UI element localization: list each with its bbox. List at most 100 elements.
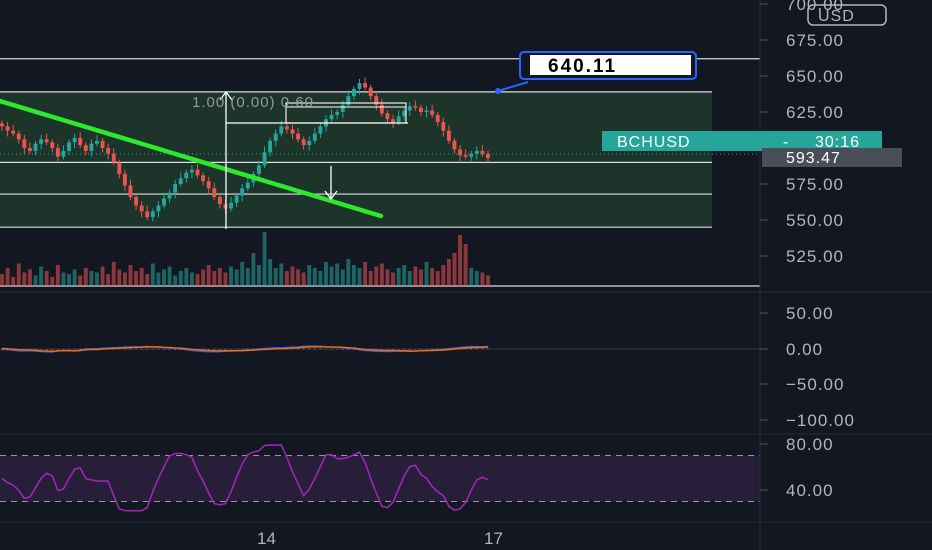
symbol-tag-background	[602, 131, 882, 151]
macd-hist-77	[431, 348, 433, 350]
volume-bar-83	[463, 244, 468, 286]
volume-bar-71	[396, 268, 401, 286]
volume-bar-31	[173, 275, 178, 286]
macd-hist-44	[247, 348, 249, 350]
volume-bar-29	[162, 269, 166, 286]
volume-bar-52	[290, 266, 295, 286]
candle-body-79	[441, 122, 446, 131]
callout-anchor[interactable]	[495, 88, 501, 94]
candle-body-25	[139, 205, 144, 212]
callout-inner	[530, 55, 691, 75]
rsi-axis-label-1: 40.00	[786, 481, 834, 500]
candle-body-12	[67, 142, 71, 151]
candle-body-52	[290, 129, 295, 134]
drawing-tools[interactable]	[0, 90, 408, 229]
countdown-label: 30:16	[815, 134, 860, 151]
candle-body-9	[50, 142, 55, 148]
candle-body-21	[117, 162, 122, 174]
currency-button-frame[interactable]	[807, 4, 887, 26]
macd-hist-73	[409, 349, 411, 350]
price-axis-label-7: 525.00	[786, 247, 844, 266]
price-axis-label-6: 550.00	[786, 211, 844, 230]
candle-body-49	[273, 133, 278, 141]
candle-body-38	[212, 188, 217, 197]
candle-body-41	[229, 202, 233, 209]
candle-body-51	[284, 126, 289, 130]
candle-body-60	[335, 112, 340, 115]
candle-body-23	[128, 185, 133, 197]
price-axis-label-0: 700.00	[786, 0, 844, 14]
candle-body-70	[391, 119, 395, 123]
candle-body-7	[39, 139, 44, 144]
volume-bar-66	[368, 271, 373, 286]
volume-bar-46	[257, 265, 261, 286]
macd-hist-63	[353, 349, 355, 351]
volume-bar-78	[435, 271, 440, 286]
macd-hist-85	[476, 348, 478, 350]
candle-body-2	[11, 130, 16, 134]
candle-body-76	[424, 110, 429, 113]
measure-arrow-up	[219, 90, 233, 101]
macd-hist-69	[386, 349, 389, 351]
countdown-dash: -	[783, 134, 788, 151]
volume-bar-2	[11, 277, 16, 286]
volume-bar-20	[111, 262, 116, 286]
volume-bar-11	[61, 272, 66, 286]
symbol-tag-label: BCHUSD	[617, 134, 691, 151]
macd-hist-78	[437, 348, 439, 350]
volume-bar-38	[212, 271, 217, 286]
macd-hist-87	[487, 348, 489, 350]
volume-bar-41	[229, 266, 233, 286]
price-axis-label-2: 650.00	[786, 67, 844, 86]
macd-hist-53	[297, 348, 299, 350]
macd-hist-62	[347, 349, 349, 351]
candle-body-33	[184, 172, 189, 179]
macd-hist-41	[230, 349, 232, 350]
macd-hist-56	[314, 348, 316, 350]
candle-body-19	[106, 148, 111, 154]
volume-bars	[0, 232, 490, 286]
candle-body-57	[318, 126, 323, 134]
candle-body-26	[145, 211, 150, 218]
last-price-label: 593.47	[786, 150, 841, 167]
candle-body-67	[374, 96, 379, 105]
macd-hist-23	[129, 348, 132, 350]
rsi-axis[interactable]: 80.00 40.00	[760, 435, 834, 500]
macd-hist-58	[325, 348, 327, 350]
macd-hist-71	[398, 349, 400, 351]
candle-body-30	[167, 192, 172, 199]
candle-body-74	[413, 106, 418, 108]
macd-hist-25	[141, 348, 143, 350]
candle-body-17	[95, 140, 99, 144]
macd-hist-84	[470, 347, 472, 350]
fib-tool-label: 1.00 (0.00) 0.60	[192, 94, 314, 111]
volume-bar-75	[419, 269, 423, 286]
callout-leader	[497, 81, 529, 92]
candle-body-43	[240, 188, 245, 196]
macd-axis[interactable]: 50.00 0.00 −50.00 −100.00	[760, 304, 855, 430]
volume-bar-44	[245, 268, 250, 286]
volume-bar-79	[441, 265, 446, 286]
candle-body-5	[27, 148, 32, 151]
candle-body-82	[458, 149, 463, 156]
candle-body-11	[61, 150, 66, 157]
macd-hist-27	[152, 348, 154, 350]
volume-bar-0	[0, 274, 4, 286]
macd-hist-38	[213, 349, 215, 351]
macd-hist-29	[163, 349, 165, 350]
time-label-17: 17	[484, 529, 503, 548]
volume-bar-26	[145, 274, 150, 286]
volume-bar-9	[50, 277, 55, 286]
volume-bar-5	[27, 269, 32, 286]
currency-button[interactable]: USD	[818, 8, 855, 25]
volume-bar-80	[446, 259, 451, 286]
candle-body-85	[474, 150, 479, 154]
volume-bar-32	[178, 271, 183, 286]
volume-bar-69	[385, 269, 390, 286]
macd-axis-label-0: 50.00	[786, 304, 834, 323]
volume-bar-14	[78, 275, 83, 286]
macd-hist-12	[68, 348, 70, 350]
volume-bar-56	[312, 268, 317, 286]
candle-body-44	[245, 182, 250, 189]
